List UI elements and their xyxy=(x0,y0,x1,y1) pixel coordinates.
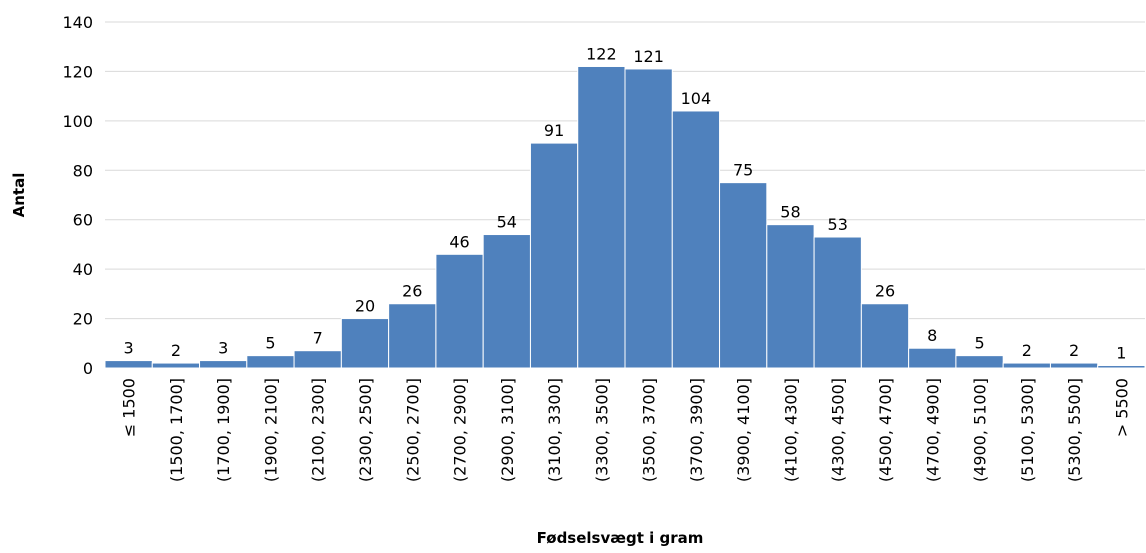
bar xyxy=(577,65,626,369)
data-label: 8 xyxy=(927,326,937,345)
bar xyxy=(860,303,910,369)
x-tick-label: (2500, 2700] xyxy=(403,378,422,482)
x-tick-label: (5300, 5500] xyxy=(1065,378,1084,482)
data-label: 26 xyxy=(402,282,422,301)
bar xyxy=(199,360,248,369)
data-label: 2 xyxy=(1022,341,1032,360)
y-tick-label: 0 xyxy=(83,359,93,378)
bar xyxy=(624,68,673,369)
y-tick-label: 80 xyxy=(73,161,93,180)
data-label: 58 xyxy=(780,203,800,222)
data-label: 122 xyxy=(586,44,617,63)
data-label: 1 xyxy=(1116,344,1126,363)
data-label: 121 xyxy=(633,47,664,66)
bar xyxy=(151,362,201,369)
data-label: 75 xyxy=(733,161,753,180)
bar xyxy=(104,360,153,369)
x-tick-label: (4100, 4300] xyxy=(781,378,800,482)
data-label: 91 xyxy=(544,121,564,140)
bar xyxy=(1097,365,1146,369)
data-label: 5 xyxy=(974,334,984,353)
x-tick-label: (4900, 5100] xyxy=(971,378,990,482)
data-label: 26 xyxy=(875,282,895,301)
x-tick-label: (4700, 4900] xyxy=(923,378,942,482)
x-tick-label: (4500, 4700] xyxy=(876,378,895,482)
data-label: 2 xyxy=(171,341,181,360)
x-axis-title: Fødselsvægt i gram xyxy=(537,529,704,547)
data-label: 3 xyxy=(218,339,228,358)
data-label: 53 xyxy=(828,215,848,234)
data-label: 20 xyxy=(355,297,375,316)
bar xyxy=(908,347,957,369)
x-tick-label: (2700, 2900] xyxy=(451,378,470,482)
y-tick-label: 140 xyxy=(62,13,93,32)
y-tick-label: 20 xyxy=(73,310,93,329)
x-tick-label: (1500, 1700] xyxy=(167,378,186,482)
bar xyxy=(388,303,437,369)
y-tick-label: 100 xyxy=(62,112,93,131)
x-tick-label: (3100, 3300] xyxy=(545,378,564,482)
x-tick-label: (2300, 2500] xyxy=(356,378,375,482)
bar xyxy=(719,182,768,369)
x-tick-label: (2900, 3100] xyxy=(498,378,517,482)
data-label: 2 xyxy=(1069,341,1079,360)
x-tick-label: > 5500 xyxy=(1112,378,1131,437)
x-tick-label: (1700, 1900] xyxy=(214,378,233,482)
data-label: 104 xyxy=(681,89,712,108)
y-tick-label: 40 xyxy=(73,260,93,279)
data-label: 54 xyxy=(497,213,517,232)
x-tick-label: (3500, 3700] xyxy=(640,378,659,482)
x-tick-label: (4300, 4500] xyxy=(829,378,848,482)
bar xyxy=(766,224,815,369)
x-tick-label: (2100, 2300] xyxy=(309,378,328,482)
data-label: 3 xyxy=(124,339,134,358)
bar xyxy=(955,355,1004,369)
bar xyxy=(1049,362,1099,369)
bar xyxy=(529,142,579,369)
x-tick-label: ≤ 1500 xyxy=(120,378,139,437)
data-label: 7 xyxy=(313,329,323,348)
bar xyxy=(482,234,531,369)
bar xyxy=(435,253,484,369)
data-label: 5 xyxy=(265,334,275,353)
x-tick-label: (3300, 3500] xyxy=(592,378,611,482)
x-tick-label: (1900, 2100] xyxy=(261,378,280,482)
x-tick-label: (3900, 4100] xyxy=(734,378,753,482)
data-label: 46 xyxy=(449,232,469,251)
x-tick-label: (5100, 5300] xyxy=(1018,378,1037,482)
bar xyxy=(293,350,342,369)
y-tick-label: 120 xyxy=(62,62,93,81)
y-tick-label: 60 xyxy=(73,211,93,230)
x-tick-label: (3700, 3900] xyxy=(687,378,706,482)
y-axis-title: Antal xyxy=(10,173,28,218)
bar xyxy=(1002,362,1051,369)
bar xyxy=(246,355,295,369)
bar xyxy=(340,318,390,369)
bar xyxy=(813,236,862,369)
bar xyxy=(671,110,721,369)
